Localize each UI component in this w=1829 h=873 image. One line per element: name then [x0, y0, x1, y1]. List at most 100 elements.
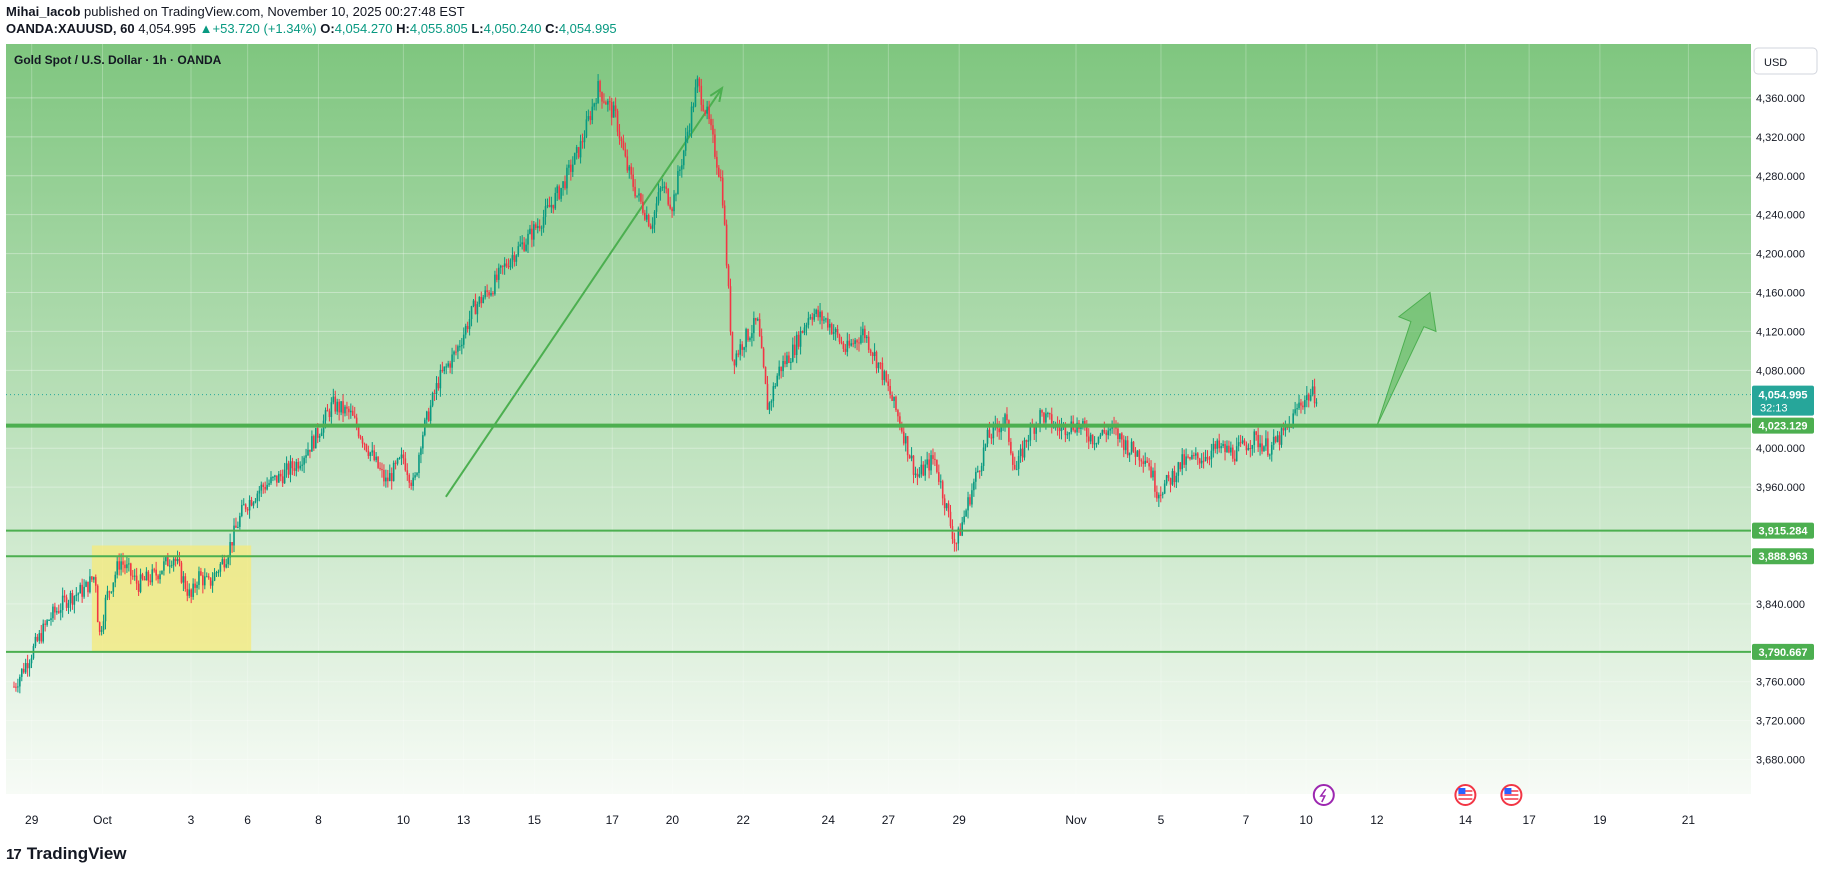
candle-up [305, 455, 307, 458]
candle-up [813, 313, 816, 320]
candle-down [63, 595, 66, 598]
y-tick-label: 4,240.000 [1756, 210, 1805, 222]
candle-down [897, 410, 899, 417]
candle-up [1047, 413, 1049, 415]
candle-down [1103, 429, 1106, 433]
x-tick-label: 8 [315, 813, 322, 827]
candle-up [1296, 408, 1298, 410]
candle-up [645, 214, 648, 220]
candle-up [749, 338, 751, 341]
candle-up [1136, 450, 1139, 457]
candle-down [848, 340, 851, 346]
candle-up [1177, 462, 1180, 476]
earnings-lightning-icon[interactable] [1312, 784, 1335, 806]
candle-up [529, 228, 531, 234]
candle-down [361, 438, 364, 444]
candle-up [1161, 493, 1164, 495]
candle-down [200, 571, 202, 576]
candle-up [910, 455, 913, 459]
candle-up [1093, 443, 1096, 445]
currency-button[interactable] [1753, 47, 1818, 75]
candle-down [466, 325, 469, 330]
author-name[interactable]: Mihai_Iacob [6, 4, 81, 19]
candle-down [13, 686, 15, 688]
candle-up [429, 405, 432, 421]
candle-up [48, 620, 50, 622]
candle-up [254, 500, 257, 503]
candle-down [1122, 439, 1125, 451]
candle-up [375, 456, 377, 461]
y-tick-label: 3,960.000 [1756, 482, 1805, 494]
candle-down [718, 167, 720, 177]
candle-up [682, 150, 685, 166]
candle-down [538, 225, 541, 229]
candle-up [93, 577, 95, 580]
candle-down [57, 611, 60, 613]
candle-down [780, 366, 782, 372]
candle-up [1230, 447, 1232, 453]
candle-up [556, 186, 559, 194]
candle-up [677, 170, 679, 195]
candle-up [1000, 427, 1002, 433]
lightning-icon [1319, 788, 1327, 803]
candle-down [1085, 427, 1088, 437]
publish-info: published on TradingView.com, November 1… [84, 4, 465, 19]
candle-up [371, 450, 374, 453]
level-price-badge [1752, 522, 1814, 539]
candle-up [1045, 413, 1047, 423]
candle-down [867, 336, 870, 350]
tradingview-brand[interactable]: 17 TradingView [6, 844, 127, 864]
x-tick-label: 12 [1370, 813, 1384, 827]
candle-up [655, 203, 658, 212]
candle-down [433, 393, 436, 395]
candle-up [400, 454, 403, 459]
candle-down [480, 296, 483, 304]
candle-down [94, 577, 97, 586]
candle-down [1257, 434, 1259, 448]
candle-down [901, 425, 903, 432]
candle-up [1200, 460, 1203, 464]
candle-up [973, 481, 975, 491]
candle-down [634, 186, 636, 197]
candle-up [112, 582, 115, 592]
candle-down [852, 343, 854, 345]
candle-up [883, 371, 886, 380]
candle-up [579, 141, 582, 158]
candle-up [1284, 426, 1287, 431]
candle-up [110, 591, 113, 593]
candle-up [681, 165, 683, 170]
candle-down [87, 581, 89, 593]
candle-up [482, 297, 485, 304]
candle-up [926, 459, 928, 465]
candle-up [636, 195, 638, 197]
candle-up [192, 583, 194, 597]
candle-up [739, 344, 742, 355]
candle-down [941, 481, 944, 499]
candle-up [392, 462, 395, 482]
x-tick-label: 7 [1243, 813, 1250, 827]
candle-down [346, 406, 348, 409]
candle-up [163, 561, 165, 571]
candle-down [1167, 474, 1170, 478]
candle-down [15, 686, 17, 688]
candle-down [953, 538, 956, 544]
candle-up [684, 136, 687, 151]
candle-up [692, 106, 695, 108]
candle-down [712, 125, 714, 135]
candle-down [1006, 414, 1008, 421]
candle-down [871, 352, 874, 357]
x-tick-label: 13 [457, 813, 471, 827]
candle-down [390, 473, 393, 482]
candle-down [202, 575, 204, 586]
candle-up [527, 233, 529, 245]
candle-up [503, 263, 506, 267]
candle-down [889, 385, 891, 395]
candle-up [519, 244, 522, 247]
close-value: 4,054.995 [558, 21, 617, 36]
candle-up [805, 324, 808, 328]
candle-up [139, 574, 142, 592]
candle-down [357, 426, 360, 437]
candle-down [599, 81, 601, 93]
symbol-label[interactable]: OANDA:XAUUSD, 60 [6, 21, 135, 36]
